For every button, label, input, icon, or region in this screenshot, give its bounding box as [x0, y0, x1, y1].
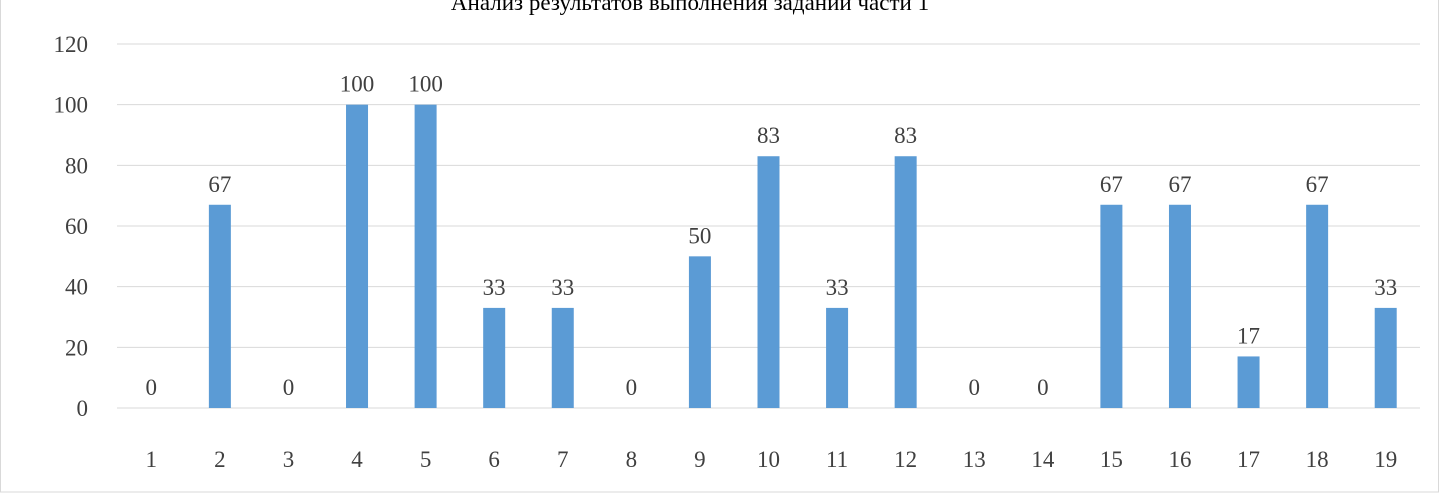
data-label-19: 33	[1374, 275, 1397, 300]
bar-15	[1100, 204, 1123, 408]
x-tick-label-14: 14	[1031, 447, 1055, 472]
x-tick-label-16: 16	[1168, 447, 1191, 472]
y-tick-label: 80	[65, 153, 88, 178]
data-label-9: 50	[688, 223, 711, 248]
bar-6	[483, 307, 506, 408]
data-label-2: 67	[208, 172, 231, 197]
x-tick-label-1: 1	[146, 447, 158, 472]
bar-18	[1306, 204, 1329, 408]
y-axis-tick-labels: 0 20 40 60 80 100 120	[54, 32, 89, 421]
data-label-1: 0	[146, 375, 158, 400]
y-tick-label: 0	[77, 396, 89, 421]
data-label-10: 83	[757, 123, 780, 148]
bar-4	[346, 104, 369, 409]
y-tick-label: 20	[65, 335, 88, 360]
data-label-7: 33	[551, 275, 574, 300]
x-axis-tick-labels: 1 2 3 4 5 6 7 8 9 10 11 12 13 14 15 16 17 18 19	[146, 447, 1398, 472]
data-label-17: 17	[1237, 323, 1260, 348]
data-label-11: 33	[826, 275, 849, 300]
x-tick-label-6: 6	[488, 447, 500, 472]
data-label-3: 0	[283, 375, 295, 400]
bar-12	[894, 156, 917, 408]
bar-9	[688, 256, 711, 408]
x-tick-label-15: 15	[1100, 447, 1123, 472]
bar-7	[551, 307, 574, 408]
bar-17	[1237, 356, 1260, 408]
y-tick-label: 100	[54, 93, 89, 118]
x-tick-label-10: 10	[757, 447, 780, 472]
x-tick-label-11: 11	[826, 447, 848, 472]
x-tick-label-18: 18	[1306, 447, 1329, 472]
bars	[208, 104, 1397, 409]
bar-10	[757, 156, 780, 408]
x-tick-label-7: 7	[557, 447, 569, 472]
bar-16	[1168, 204, 1191, 408]
x-tick-label-9: 9	[694, 447, 706, 472]
bar-19	[1374, 307, 1397, 408]
x-tick-label-12: 12	[894, 447, 917, 472]
x-tick-label-5: 5	[420, 447, 432, 472]
data-label-5: 100	[408, 72, 443, 97]
y-tick-label: 40	[65, 275, 88, 300]
y-tick-label: 60	[65, 214, 88, 239]
data-label-4: 100	[340, 72, 375, 97]
x-tick-label-2: 2	[214, 447, 226, 472]
data-label-13: 0	[968, 375, 980, 400]
data-label-16: 67	[1168, 172, 1191, 197]
bar-5	[414, 104, 437, 409]
data-label-6: 33	[483, 275, 506, 300]
x-tick-label-4: 4	[351, 447, 363, 472]
x-tick-label-8: 8	[626, 447, 638, 472]
bar-2	[208, 204, 231, 408]
y-tick-label: 120	[54, 32, 89, 57]
data-label-8: 0	[626, 375, 638, 400]
data-label-15: 67	[1100, 172, 1123, 197]
data-label-18: 67	[1306, 172, 1329, 197]
bar-11	[826, 307, 849, 408]
x-tick-label-3: 3	[283, 447, 295, 472]
x-tick-label-13: 13	[963, 447, 986, 472]
data-label-12: 83	[894, 123, 917, 148]
chart-title: Анализ результатов выполнения заданий ча…	[451, 0, 929, 15]
x-tick-label-17: 17	[1237, 447, 1260, 472]
data-labels: 0 67 0 100 100 33 33 0 50 83 33 83 0 0 67 67 17 67 33	[146, 72, 1398, 400]
x-tick-label-19: 19	[1374, 447, 1397, 472]
data-label-14: 0	[1037, 375, 1049, 400]
